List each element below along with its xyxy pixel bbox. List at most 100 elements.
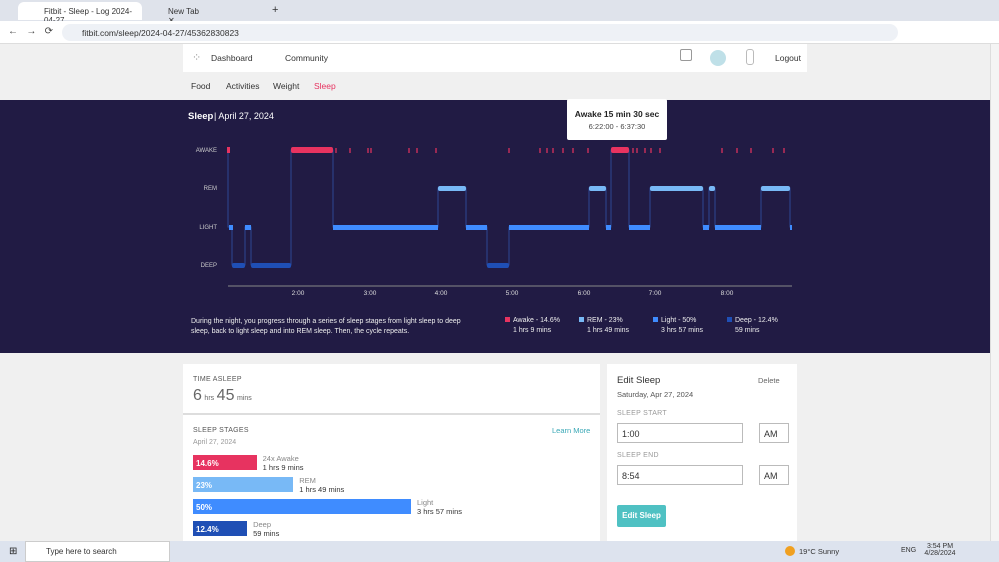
ampm-select[interactable]: AM — [759, 465, 789, 485]
stage-duration: 59 mins — [253, 529, 280, 538]
legend-duration: 1 hrs 9 mins — [513, 327, 552, 334]
logout[interactable]: Logout — [775, 53, 801, 63]
language: ENG — [901, 547, 917, 554]
new-tab[interactable]: + — [272, 4, 279, 16]
card-heading: SLEEP STAGES — [193, 427, 249, 434]
tab[interactable]: Fitbit - Sleep - Log 2024-04-27 ✕ — [18, 2, 142, 36]
description: During the night, you progress through a… — [191, 318, 461, 325]
panel-date: | April 27, 2024 — [214, 111, 274, 121]
stage-duration: 1 hrs 49 mins — [299, 485, 345, 494]
edit-title: Edit Sleep — [617, 375, 661, 386]
stage-label: LIGHT — [199, 225, 217, 231]
delete[interactable]: Delete — [758, 376, 780, 385]
legend-name: REM - 23% — [587, 317, 623, 324]
time-label: 5:00 — [506, 290, 519, 297]
stage-duration: 1 hrs 9 mins — [262, 463, 304, 472]
edit-date: Saturday, Apr 27, 2024 — [617, 390, 694, 399]
stage-label: DEEP — [201, 263, 217, 269]
stage-name: Deep — [253, 520, 271, 529]
rem-segments — [438, 186, 790, 191]
hours: 6 — [193, 387, 202, 404]
legend-name: Light - 50% — [661, 317, 696, 324]
end-input[interactable]: 8:54 — [617, 465, 743, 485]
light-segments — [229, 225, 792, 230]
stage-bar — [193, 499, 411, 514]
learn-more[interactable]: Learn More — [552, 426, 591, 435]
panel-bg — [0, 100, 990, 353]
hypnogram — [227, 147, 792, 268]
tooltip: Awake 15 min 30 sec 6:22:00 - 6:37:30 — [567, 99, 667, 140]
legend-name: Deep - 12.4% — [735, 317, 778, 324]
description: sleep, back to light sleep and into REM … — [191, 328, 409, 335]
unit: mins — [236, 395, 252, 402]
tooltip-title: Awake 15 min 30 sec — [574, 109, 660, 119]
card-heading: TIME ASLEEP — [193, 376, 242, 383]
minutes: 45 — [216, 387, 235, 404]
time: 3:54 PM — [926, 543, 954, 550]
ampm-select[interactable]: AM — [759, 423, 789, 443]
nav-link[interactable]: Dashboard — [211, 53, 253, 63]
tab-title: Fitbit - Sleep - Log 2024-04-27 — [44, 7, 133, 25]
clock: 3:54 PM 4/28/2024 — [922, 543, 958, 557]
url: fitbit.com/sleep/2024-04-27/45362830823 — [82, 28, 239, 38]
subnav-link[interactable]: Activities — [226, 81, 260, 91]
weather-icon — [785, 546, 795, 556]
time-label: 8:00 — [721, 290, 734, 297]
deep-segments — [232, 263, 509, 268]
legend: Awake - 14.6% 1 hrs 9 mins REM - 23% 1 hrs… — [505, 317, 778, 334]
cart-icon[interactable] — [680, 49, 692, 61]
time-label: 3:00 — [364, 290, 377, 297]
search-text: Type here to search — [46, 547, 117, 556]
stage-name: REM — [299, 476, 316, 485]
stage-name: Light — [417, 498, 434, 507]
start-button[interactable]: ⊞ — [9, 546, 18, 557]
tab-strip — [0, 0, 999, 21]
legend-duration: 1 hrs 49 mins — [587, 327, 630, 334]
time-label: 2:00 — [292, 290, 305, 297]
nav-link[interactable]: Community — [285, 53, 328, 63]
logo: ⁘ — [192, 52, 202, 64]
time-label: 4:00 — [435, 290, 448, 297]
start-input[interactable]: 1:00 — [617, 423, 743, 443]
stage-name: 24x Awake — [262, 454, 299, 463]
subnav-link[interactable]: Weight — [273, 81, 300, 91]
edit-button[interactable]: Edit Sleep — [617, 505, 666, 527]
weather: 19°C Sunny — [799, 547, 840, 556]
bar-label: 50% — [196, 503, 213, 512]
taskbar — [0, 541, 999, 562]
bar-label: 14.6% — [196, 459, 219, 468]
subnav-link[interactable]: Food — [191, 81, 211, 91]
time-label: 7:00 — [649, 290, 662, 297]
subnav-link[interactable]: Sleep — [314, 81, 336, 91]
tooltip-range: 6:22:00 - 6:37:30 — [588, 122, 646, 131]
field-label: SLEEP START — [617, 410, 667, 417]
awake-ticks — [335, 148, 785, 153]
stage-label: AWAKE — [196, 148, 217, 154]
legend-duration: 3 hrs 57 mins — [661, 327, 704, 334]
header — [183, 44, 807, 72]
panel-title: Sleep — [188, 111, 214, 122]
time-label: 6:00 — [578, 290, 591, 297]
stage-bar — [193, 477, 294, 492]
nav-buttons[interactable]: ← → ⟳ — [8, 26, 54, 37]
scrollbar[interactable] — [990, 44, 999, 541]
field-label: SLEEP END — [617, 452, 659, 459]
bar-label: 12.4% — [196, 525, 219, 534]
tab-title: New Tab — [168, 7, 199, 16]
stage-bar — [193, 521, 248, 536]
avatar[interactable] — [710, 50, 726, 66]
legend-name: Awake - 14.6% — [513, 317, 560, 324]
address-bar[interactable] — [62, 24, 898, 41]
stage-duration: 3 hrs 57 mins — [417, 507, 463, 516]
date: 4/28/2024 — [924, 550, 956, 557]
stages-date: April 27, 2024 — [193, 439, 237, 446]
awake-segments — [227, 147, 629, 153]
device-icon[interactable] — [746, 49, 754, 65]
tab[interactable]: New Tab ✕ — [142, 2, 266, 25]
sleep-panel: Sleep | April 27, 2024 AWAKE REM LIGHT D… — [0, 100, 990, 353]
time-asleep: 6 hrs 45 mins — [193, 387, 252, 405]
legend-duration: 59 mins — [735, 327, 760, 334]
unit: hrs — [204, 395, 215, 402]
